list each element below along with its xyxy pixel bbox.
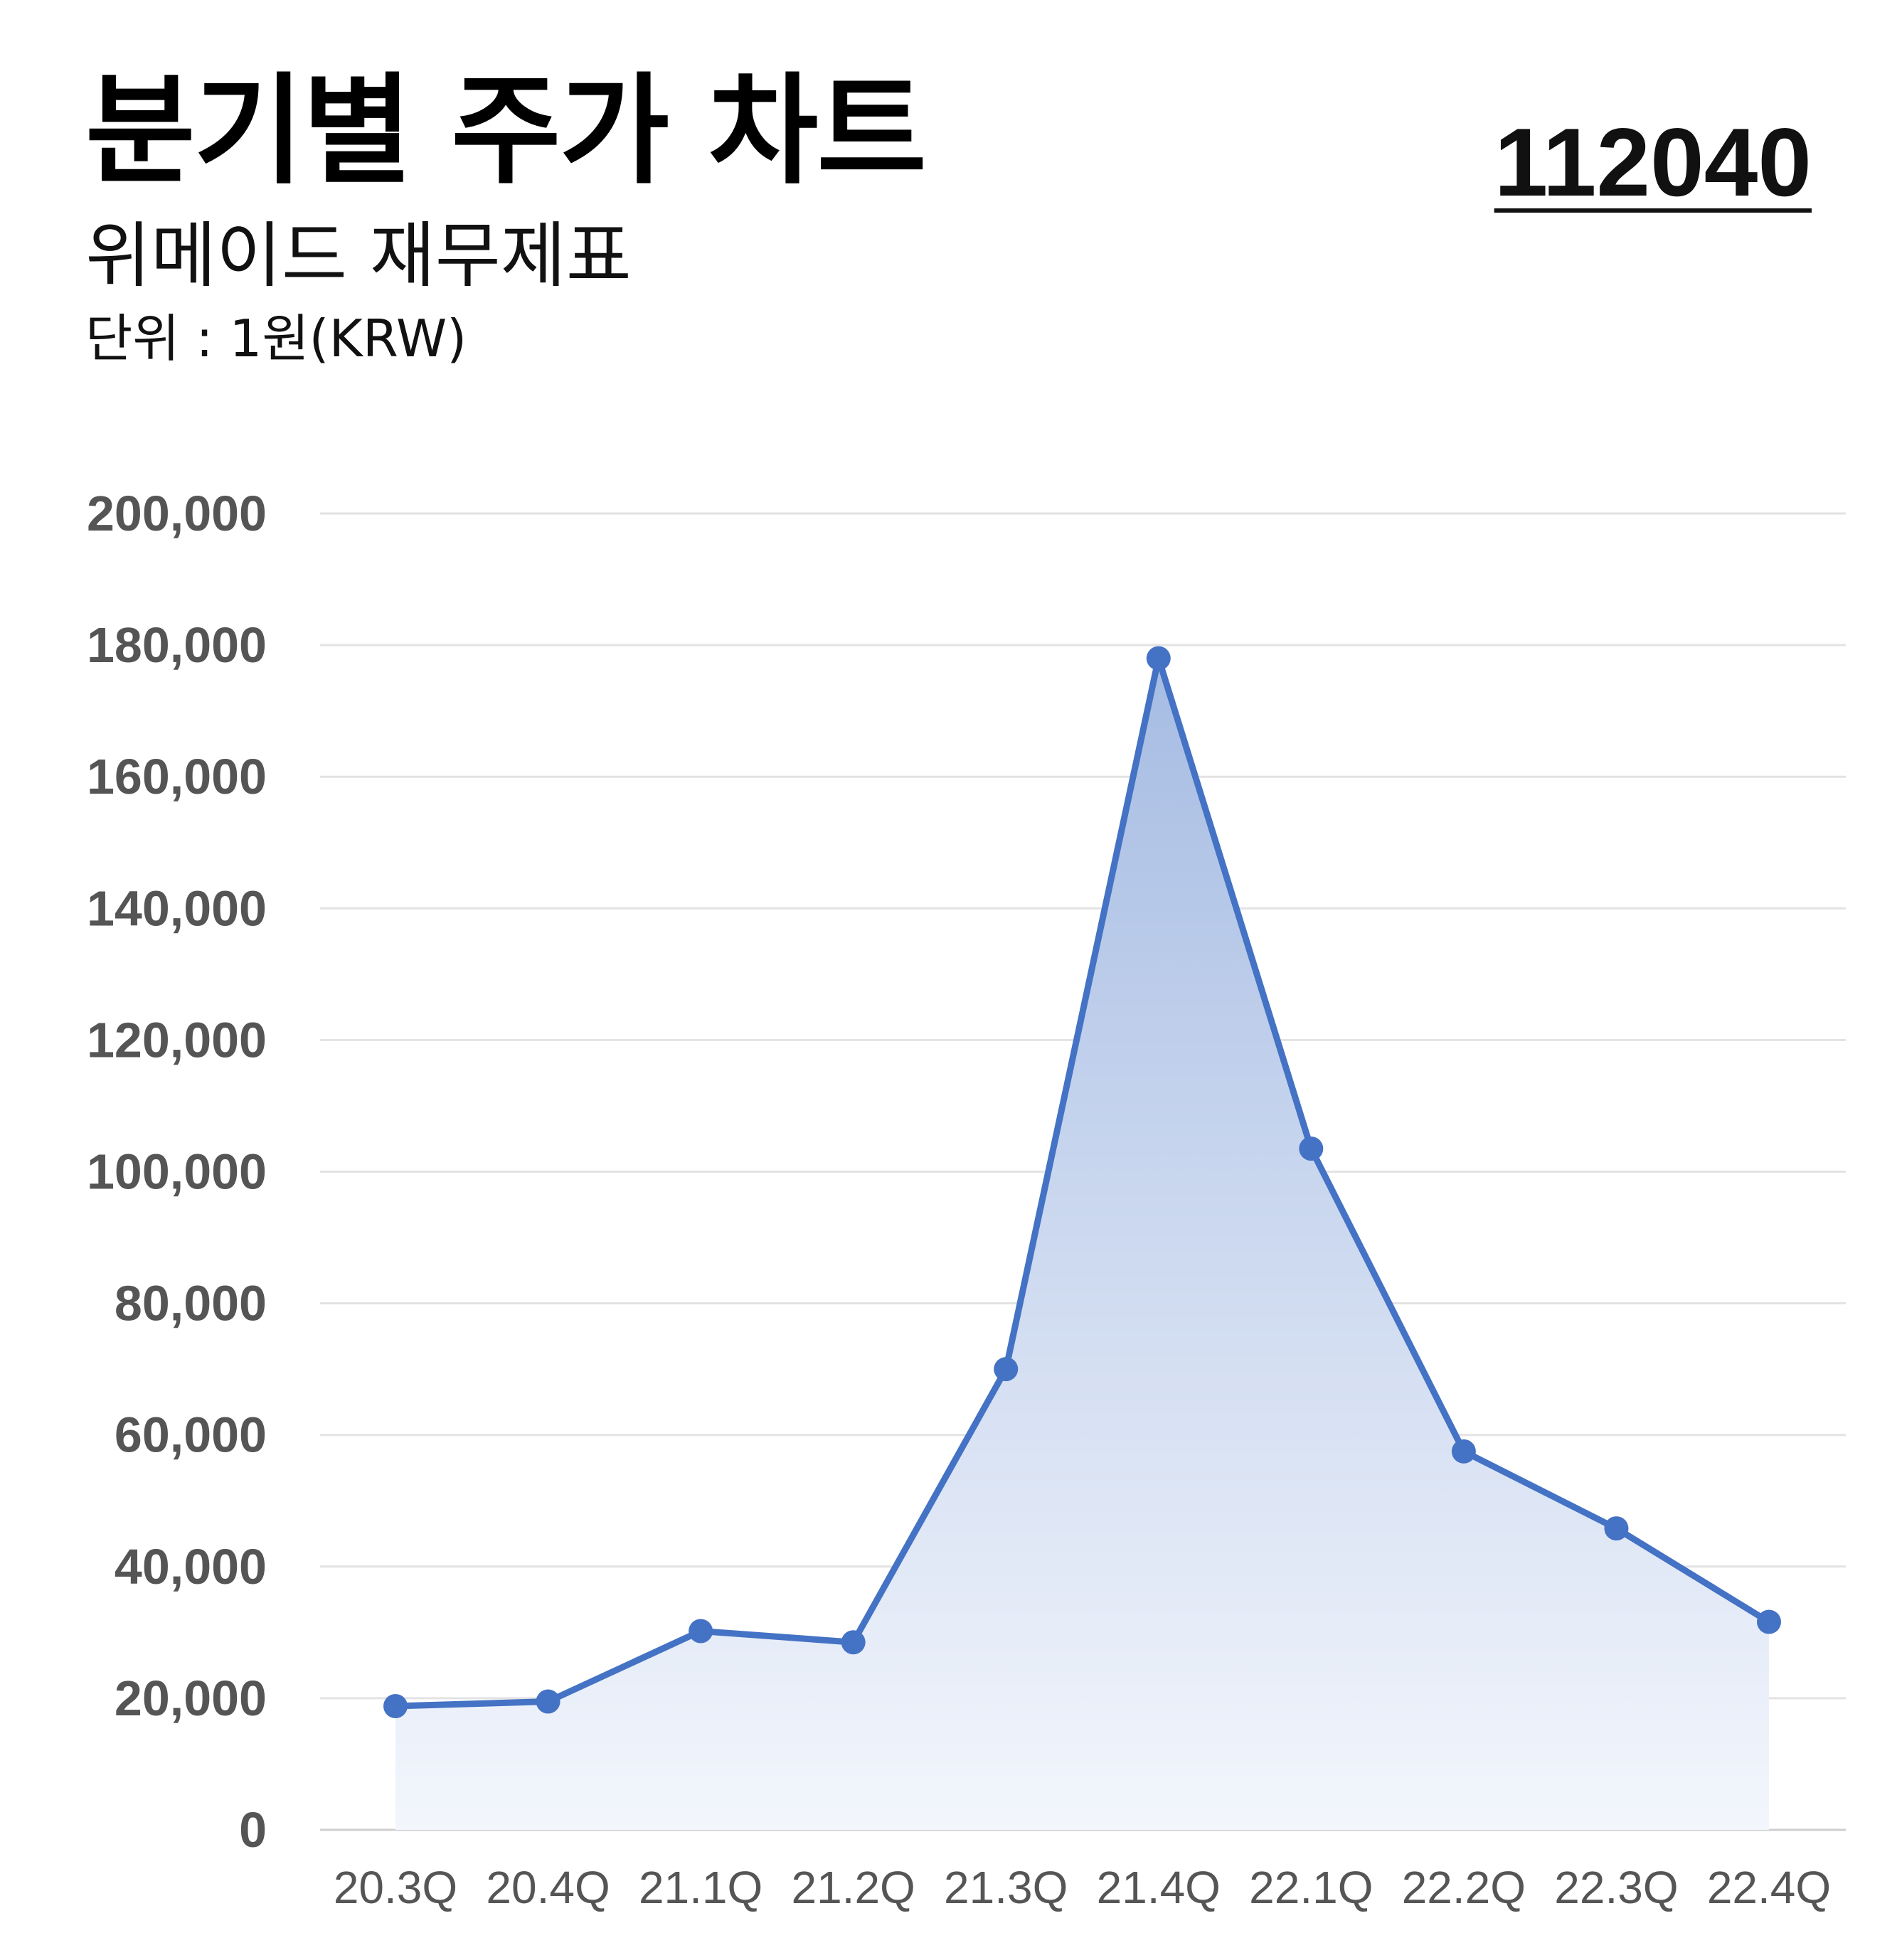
x-tick-label: 22.3Q: [1554, 1862, 1678, 1913]
x-tick-label: 22.4Q: [1707, 1862, 1831, 1913]
data-point-20.3Q: [383, 1694, 408, 1719]
x-tick-label: 20.4Q: [486, 1862, 610, 1913]
y-tick-label: 0: [239, 1802, 267, 1858]
data-point-21.2Q: [841, 1630, 866, 1655]
y-tick-label: 200,000: [87, 486, 267, 541]
y-tick-label: 60,000: [115, 1407, 267, 1463]
chart-subtitle: 위메이드 재무제표: [85, 214, 632, 297]
x-tick-label: 21.3Q: [944, 1862, 1068, 1913]
x-axis-ticks: 20.3Q 20.4Q 21.1Q 21.2Q 21.3Q 21.4Q 22.1Q 22.2Q…: [334, 1862, 1831, 1913]
y-tick-label: 100,000: [87, 1144, 267, 1200]
y-axis-ticks: 0 20,000 40,000 60,000 80,000 100,000 120,000 1…: [87, 486, 267, 1858]
y-tick-label: 20,000: [115, 1671, 267, 1726]
y-tick-label: 80,000: [115, 1276, 267, 1331]
x-tick-label: 22.1Q: [1249, 1862, 1373, 1913]
data-point-22.2Q: [1451, 1439, 1476, 1464]
data-point-22.1Q: [1299, 1136, 1324, 1161]
series-line: [392, 655, 1773, 1710]
x-tick-label: 21.4Q: [1097, 1862, 1221, 1913]
x-tick-label: 21.1Q: [639, 1862, 762, 1913]
y-tick-label: 40,000: [115, 1539, 267, 1594]
y-tick-label: 120,000: [87, 1012, 267, 1067]
data-point-20.4Q: [536, 1689, 560, 1714]
y-tick-label: 180,000: [87, 617, 267, 673]
stock-code: 112040: [1494, 108, 1812, 216]
series-layer: [383, 646, 1781, 1830]
chart-title: 분기별 주가 차트: [85, 61, 927, 201]
y-tick-label: 140,000: [87, 880, 267, 936]
y-tick-label: 160,000: [87, 749, 267, 804]
x-tick-label: 21.2Q: [791, 1862, 915, 1913]
data-point-22.4Q: [1757, 1609, 1781, 1634]
x-tick-label: 22.2Q: [1402, 1862, 1526, 1913]
data-point-21.3Q: [994, 1357, 1019, 1382]
x-tick-label: 20.3Q: [334, 1862, 457, 1913]
data-point-21.1Q: [689, 1619, 713, 1644]
data-point-22.3Q: [1604, 1516, 1629, 1541]
series-area: [395, 658, 1769, 1830]
data-point-21.4Q: [1146, 646, 1171, 671]
unit-label: 단위 : 1원(KRW): [85, 309, 467, 368]
